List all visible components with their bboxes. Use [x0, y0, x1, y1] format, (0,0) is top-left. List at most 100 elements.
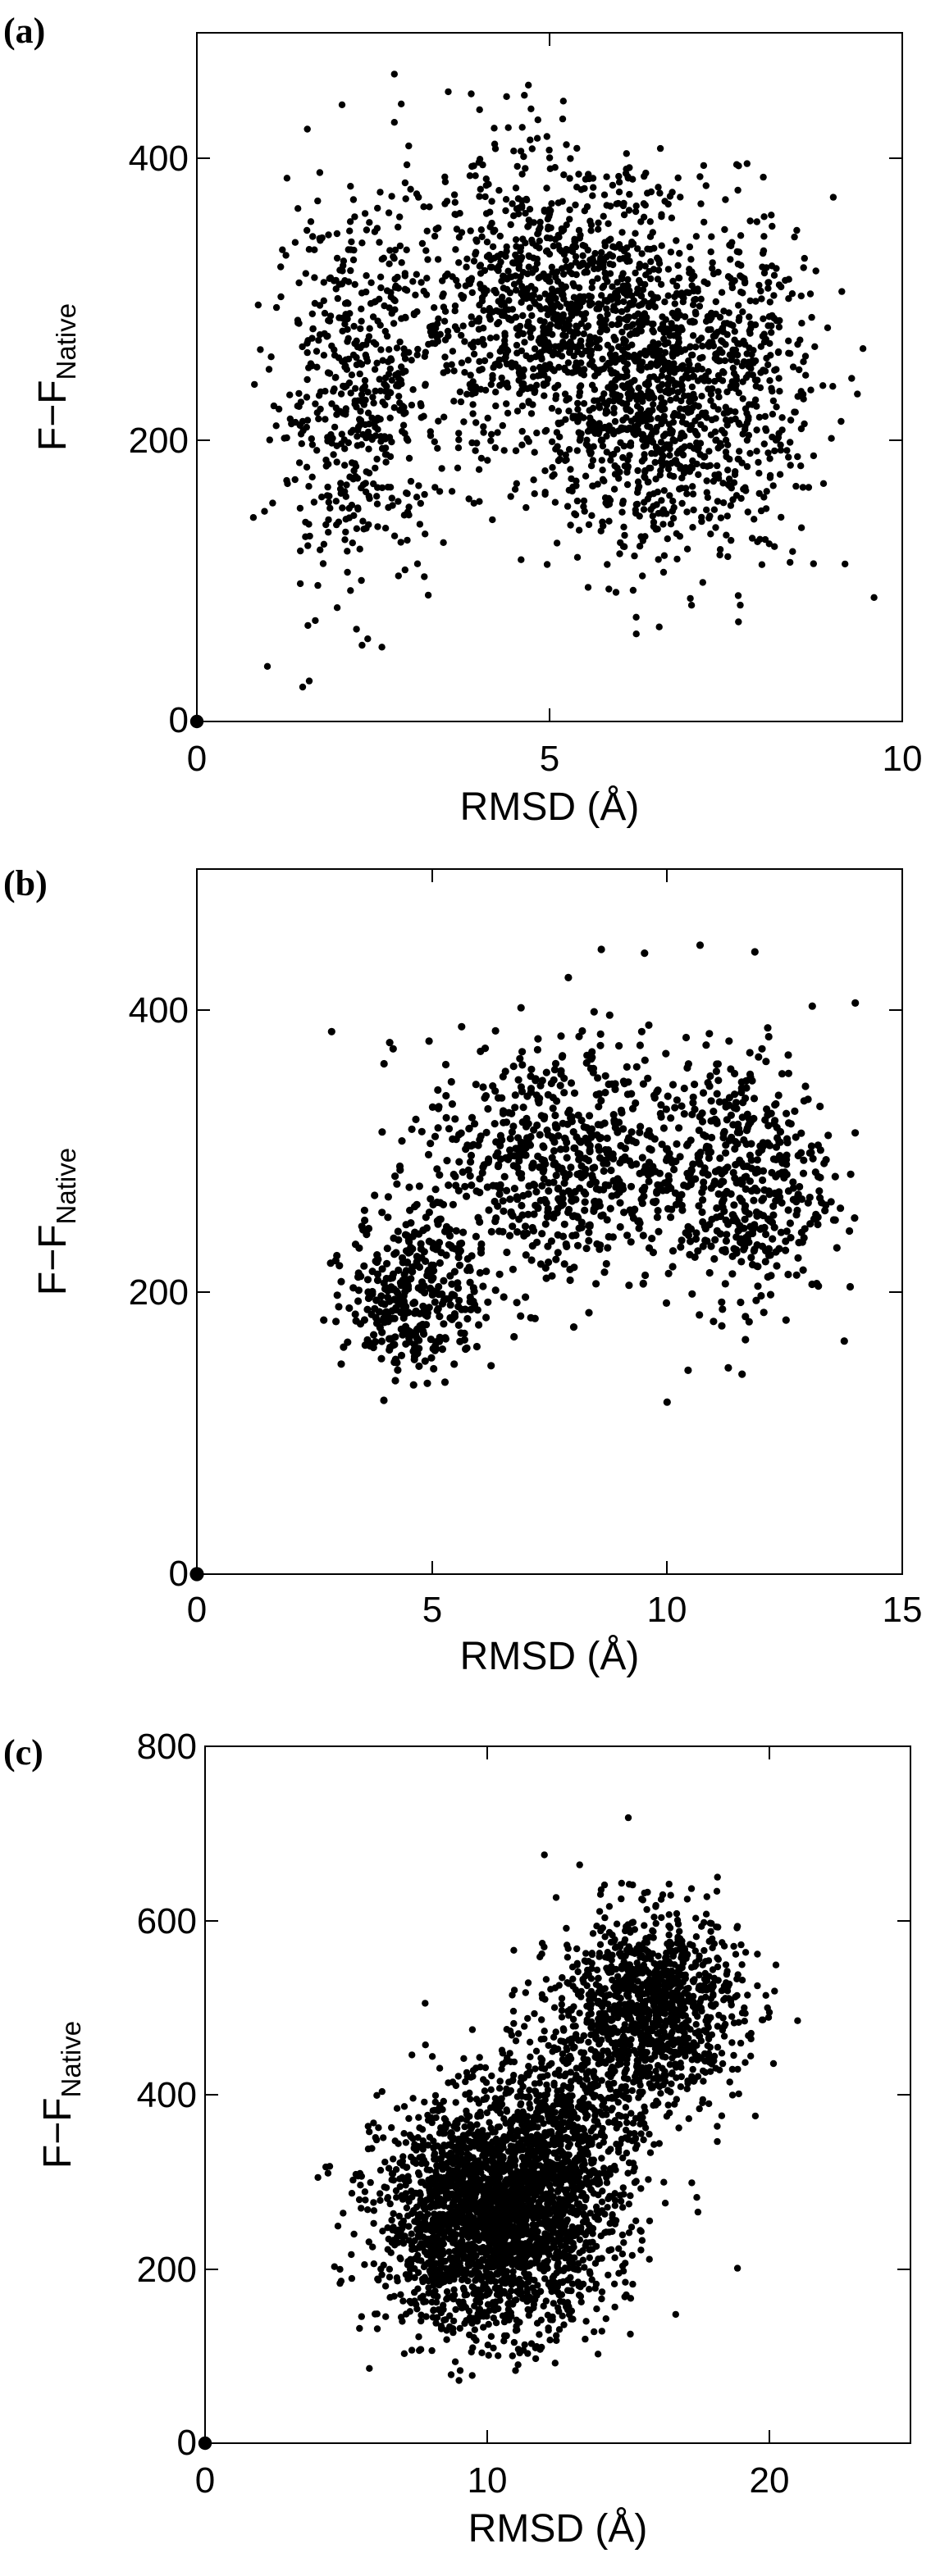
scatter-point [489, 516, 496, 524]
scatter-point [520, 366, 527, 374]
scatter-point [656, 189, 664, 197]
scatter-point [659, 521, 667, 528]
scatter-point [742, 1313, 750, 1321]
scatter-point [548, 1272, 556, 1280]
scatter-point [531, 448, 538, 456]
scatter-point [475, 158, 483, 166]
scatter-point [340, 436, 348, 444]
scatter-point [372, 423, 379, 431]
scatter-point [652, 476, 659, 483]
scatter-point [486, 263, 495, 271]
scatter-point [500, 447, 508, 454]
scatter-point [545, 206, 553, 213]
panel-c-ytick-label: 400 [137, 2075, 197, 2115]
scatter-point [477, 385, 485, 393]
scatter-point [581, 1198, 589, 1206]
scatter-point [472, 1342, 481, 1351]
scatter-point [479, 1083, 487, 1091]
scatter-point [308, 335, 316, 342]
scatter-point [386, 2273, 394, 2281]
scatter-point [402, 409, 409, 416]
scatter-point [606, 384, 614, 392]
scatter-point [586, 450, 595, 457]
scatter-point [618, 1155, 627, 1163]
scatter-point [763, 488, 770, 495]
scatter-point [413, 560, 422, 567]
scatter-point [525, 318, 532, 325]
scatter-point [477, 454, 486, 462]
scatter-point [517, 1004, 525, 1012]
scatter-point [612, 589, 620, 596]
scatter-point [770, 271, 778, 279]
scatter-point [674, 174, 682, 182]
scatter-point [337, 1277, 345, 1286]
scatter-point [431, 2091, 440, 2100]
scatter-point [787, 558, 794, 567]
scatter-point [470, 499, 477, 507]
scatter-point [528, 1223, 536, 1232]
scatter-point [512, 184, 520, 192]
scatter-point [399, 427, 406, 435]
scatter-point [601, 1089, 609, 1097]
scatter-point [332, 276, 340, 284]
scatter-point [398, 259, 405, 266]
scatter-point [317, 405, 324, 413]
scatter-point [405, 512, 413, 519]
scatter-point [586, 407, 593, 414]
scatter-point [367, 433, 375, 441]
scatter-point [536, 1260, 545, 1268]
scatter-point [824, 1131, 833, 1140]
scatter-point [522, 165, 529, 172]
scatter-point [550, 1066, 559, 1074]
scatter-point [404, 1308, 413, 1317]
scatter-point [784, 1051, 792, 1059]
scatter-point [321, 330, 328, 338]
scatter-point [682, 1229, 690, 1237]
scatter-point [758, 295, 765, 303]
scatter-point [481, 1092, 491, 1100]
scatter-point [502, 307, 509, 314]
scatter-point [586, 1148, 594, 1156]
scatter-point [557, 1032, 565, 1040]
scatter-point [492, 1181, 500, 1190]
scatter-point [780, 1174, 788, 1182]
scatter-point [564, 1120, 572, 1128]
scatter-point [409, 278, 417, 285]
scatter-point [333, 442, 340, 449]
scatter-point [659, 1124, 668, 1132]
scatter-point [304, 542, 312, 549]
scatter-point [388, 376, 395, 384]
scatter-point [346, 473, 354, 480]
scatter-point [518, 427, 526, 435]
scatter-point [393, 382, 400, 389]
scatter-point [448, 488, 456, 495]
scatter-point [615, 343, 623, 351]
scatter-point [787, 462, 794, 469]
scatter-point [760, 315, 767, 322]
scatter-point [547, 292, 554, 299]
scatter-point [573, 497, 582, 505]
scatter-point [550, 1147, 559, 1155]
scatter-point [691, 344, 700, 351]
scatter-point [454, 1303, 463, 1311]
scatter-point [532, 1188, 541, 1196]
scatter-point [650, 373, 658, 380]
scatter-point [771, 447, 778, 455]
scatter-point [459, 294, 467, 303]
scatter-point [405, 1183, 413, 1191]
panel-c-label: (c) [3, 1732, 43, 1773]
scatter-point [388, 494, 395, 502]
scatter-point [655, 623, 663, 630]
scatter-point [527, 1256, 536, 1264]
scatter-point [676, 485, 683, 493]
scatter-point [678, 397, 685, 405]
scatter-point [286, 415, 294, 423]
scatter-point [549, 351, 557, 359]
scatter-point [325, 316, 332, 325]
scatter-point [487, 380, 495, 389]
scatter-point [596, 313, 604, 321]
scatter-point [527, 334, 535, 341]
scatter-point [670, 324, 678, 331]
scatter-point [837, 1204, 845, 1213]
scatter-point [491, 287, 498, 294]
